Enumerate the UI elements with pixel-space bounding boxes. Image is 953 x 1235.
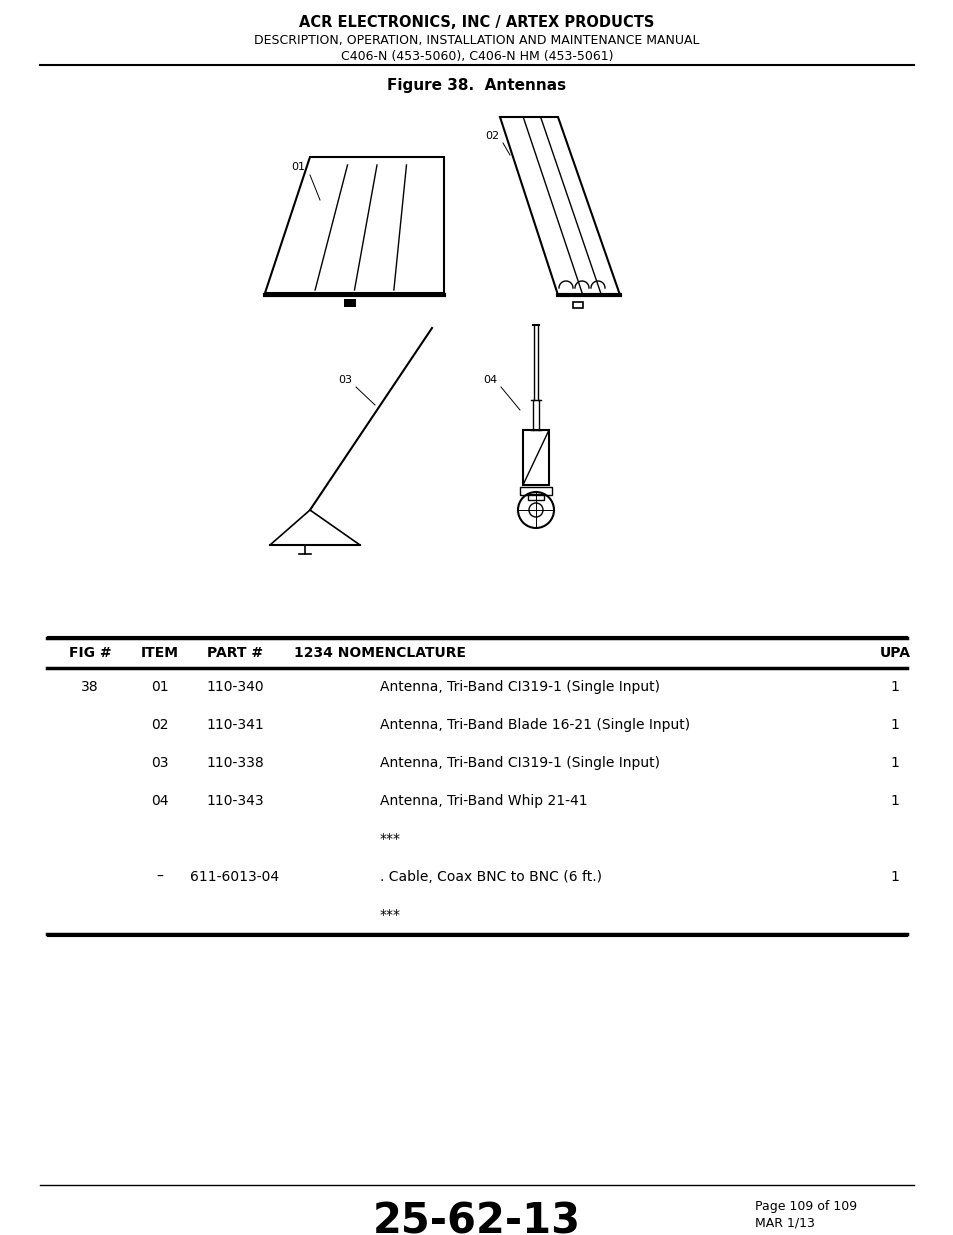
Text: MAR 1/13: MAR 1/13 <box>754 1216 814 1230</box>
Text: 110-340: 110-340 <box>206 680 264 694</box>
Text: 25-62-13: 25-62-13 <box>373 1200 580 1235</box>
Text: ITEM: ITEM <box>141 646 179 659</box>
Text: ***: *** <box>379 832 400 846</box>
Text: 611-6013-04: 611-6013-04 <box>191 869 279 884</box>
Text: –: – <box>156 869 163 884</box>
Text: FIG #: FIG # <box>69 646 112 659</box>
Text: Figure 38.  Antennas: Figure 38. Antennas <box>387 78 566 93</box>
Text: UPA: UPA <box>879 646 909 659</box>
Bar <box>573 303 582 308</box>
Text: . Cable, Coax BNC to BNC (6 ft.): . Cable, Coax BNC to BNC (6 ft.) <box>379 869 601 884</box>
Text: 02: 02 <box>484 131 498 141</box>
Text: 02: 02 <box>152 718 169 732</box>
Text: Antenna, Tri-Band CI319-1 (Single Input): Antenna, Tri-Band CI319-1 (Single Input) <box>379 756 659 769</box>
Text: C406-N (453-5060), C406-N HM (453-5061): C406-N (453-5060), C406-N HM (453-5061) <box>340 49 613 63</box>
Text: 1234 NOMENCLATURE: 1234 NOMENCLATURE <box>294 646 465 659</box>
Text: 1: 1 <box>890 794 899 808</box>
Text: 1: 1 <box>890 680 899 694</box>
Text: 01: 01 <box>151 680 169 694</box>
Text: 1: 1 <box>890 718 899 732</box>
Text: 03: 03 <box>337 375 352 385</box>
Bar <box>527 494 543 500</box>
Text: ***: *** <box>379 908 400 923</box>
Text: 110-341: 110-341 <box>206 718 264 732</box>
Text: 04: 04 <box>482 375 497 385</box>
Text: 04: 04 <box>152 794 169 808</box>
Bar <box>522 430 548 485</box>
Text: 110-343: 110-343 <box>206 794 264 808</box>
Text: 03: 03 <box>152 756 169 769</box>
Text: PART #: PART # <box>207 646 263 659</box>
Text: Page 109 of 109: Page 109 of 109 <box>754 1200 856 1213</box>
Text: Antenna, Tri-Band CI319-1 (Single Input): Antenna, Tri-Band CI319-1 (Single Input) <box>379 680 659 694</box>
Text: Antenna, Tri-Band Blade 16-21 (Single Input): Antenna, Tri-Band Blade 16-21 (Single In… <box>379 718 689 732</box>
Text: ACR ELECTRONICS, INC / ARTEX PRODUCTS: ACR ELECTRONICS, INC / ARTEX PRODUCTS <box>299 15 654 30</box>
Bar <box>344 299 355 308</box>
Bar <box>519 487 552 495</box>
Text: 01: 01 <box>291 162 305 172</box>
Text: 1: 1 <box>890 869 899 884</box>
Text: 110-338: 110-338 <box>206 756 264 769</box>
Text: 38: 38 <box>81 680 99 694</box>
Text: DESCRIPTION, OPERATION, INSTALLATION AND MAINTENANCE MANUAL: DESCRIPTION, OPERATION, INSTALLATION AND… <box>254 35 699 47</box>
Text: Antenna, Tri-Band Whip 21-41: Antenna, Tri-Band Whip 21-41 <box>379 794 587 808</box>
Text: 1: 1 <box>890 756 899 769</box>
